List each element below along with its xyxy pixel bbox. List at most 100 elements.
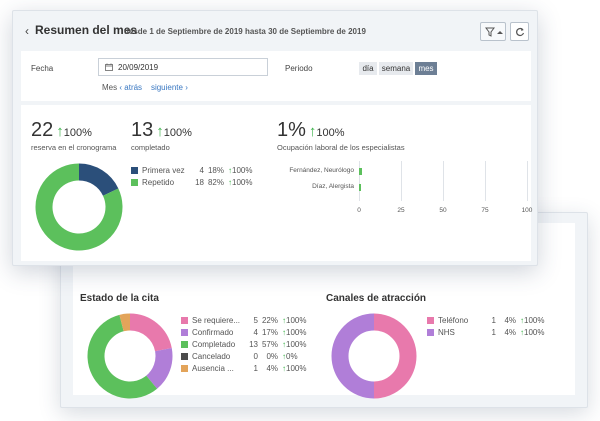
arrow-up-icon: ↑	[228, 177, 232, 187]
completado-label: completado	[131, 143, 170, 152]
canales-slice-1	[331, 313, 375, 399]
legend-label: Teléfono	[438, 315, 469, 325]
legend-count: 1	[491, 327, 496, 337]
filter-icon	[485, 27, 495, 37]
arrow-up-icon: ↑	[228, 165, 232, 175]
legend-label: Se requiere...	[192, 315, 241, 325]
chevron-left-icon[interactable]: ‹	[25, 24, 29, 38]
canales-donut	[331, 313, 417, 399]
completado-value: 13	[131, 119, 154, 141]
mes-label: Mes	[102, 83, 118, 92]
canales-title: Canales de atracción	[326, 293, 427, 304]
estado-legend-item: Ausencia ... 1 4% ↑ 100%	[181, 362, 306, 374]
legend-label: Completado	[192, 339, 236, 349]
legend-label: Confirmado	[192, 327, 234, 337]
periodo-mes[interactable]: mes	[415, 62, 437, 75]
reservas-pct: 100%	[63, 127, 92, 139]
legend-count: 13	[249, 339, 258, 349]
arrow-up-icon: ↑	[282, 327, 286, 337]
arrow-up-icon: ↑	[282, 363, 286, 373]
legend-count: 5	[253, 315, 258, 325]
reservas-legend: Primera vez 4 18% ↑ 100% Repetido 18 82% ↑ 100%	[131, 164, 252, 188]
legend-label: NHS	[438, 327, 455, 337]
x-tick-label: 75	[481, 207, 489, 214]
legend-change: 100%	[524, 327, 545, 337]
chevron-left-icon[interactable]: ‹	[119, 83, 123, 92]
color-swatch	[131, 166, 138, 174]
arrow-up-icon: ↑	[520, 327, 524, 337]
arrow-up-icon: ↑	[520, 315, 524, 325]
legend-pct: 82%	[207, 177, 224, 187]
monthly-summary-card: ‹ Resumen del mes desde 1 de Septiembre …	[12, 10, 538, 266]
legend-pct: 17%	[261, 327, 278, 337]
reservas-label: reserva en el cronograma	[31, 143, 117, 152]
color-swatch	[427, 328, 434, 336]
chevron-right-icon[interactable]: ›	[185, 83, 188, 92]
completado-metric: 13 ↑100%	[131, 119, 192, 142]
reservas-legend-item: Primera vez 4 18% ↑ 100%	[131, 164, 252, 176]
legend-count: 1	[253, 363, 258, 373]
estado-slice-0	[129, 313, 172, 352]
legend-pct: 18%	[207, 165, 224, 175]
reservas-slice-0	[78, 163, 119, 197]
occupancy-bar-chart: 0 25 50 75 100 Fernández, Neurólogo Díaz, Aler…	[277, 161, 532, 257]
siguiente-link[interactable]: siguiente	[150, 83, 183, 92]
x-tick-label: 100	[521, 207, 533, 214]
periodo-dia[interactable]: día	[359, 62, 377, 75]
canales-slice-0	[373, 313, 417, 399]
canales-legend-item: NHS 1 4% ↑ 100%	[427, 326, 544, 338]
legend-label: Primera vez	[142, 165, 185, 175]
legend-count: 4	[253, 327, 258, 337]
estado-legend-item: Se requiere... 5 22% ↑ 100%	[181, 314, 306, 326]
arrow-up-icon: ↑	[56, 123, 64, 140]
x-tick-label: 25	[397, 207, 405, 214]
color-swatch	[181, 352, 188, 360]
color-swatch	[181, 340, 188, 348]
color-swatch	[181, 364, 188, 372]
reservas-value: 22	[31, 119, 54, 141]
atras-link[interactable]: atrás	[124, 83, 143, 92]
estado-legend-item: Cancelado 0 0% ↑ 0%	[181, 350, 306, 362]
periodo-semana[interactable]: semana	[379, 62, 413, 75]
legend-pct: 4%	[266, 363, 278, 373]
x-tick-label: 0	[357, 207, 361, 214]
legend-pct: 4%	[504, 315, 516, 325]
grid-line	[443, 161, 444, 201]
occupancy-bar	[359, 168, 363, 175]
estado-slice-1	[145, 348, 173, 389]
legend-pct: 4%	[504, 327, 516, 337]
occupancy-bar	[359, 184, 361, 191]
legend-pct: 57%	[261, 339, 278, 349]
ocupacion-metric: 1% ↑100%	[277, 119, 345, 142]
date-range-subtitle: desde 1 de Septiembre de 2019 hasta 30 d…	[124, 27, 366, 36]
refresh-button[interactable]	[510, 22, 529, 41]
color-swatch	[181, 316, 188, 324]
legend-change: 100%	[232, 177, 253, 187]
reservas-legend-item: Repetido 18 82% ↑ 100%	[131, 176, 252, 188]
month-nav: Mes ‹ atrás siguiente ›	[102, 83, 188, 92]
reservas-slice-1	[35, 163, 123, 251]
legend-count: 18	[195, 177, 204, 187]
grid-line	[527, 161, 528, 201]
header: ‹ Resumen del mes desde 1 de Septiembre …	[13, 11, 537, 49]
grid-line	[485, 161, 486, 201]
refresh-icon	[516, 27, 525, 37]
caret-up-icon	[497, 31, 503, 34]
legend-change: 100%	[286, 339, 307, 349]
estado-legend-item: Confirmado 4 17% ↑ 100%	[181, 326, 306, 338]
legend-change: 100%	[286, 315, 307, 325]
arrow-up-icon: ↑	[156, 123, 164, 140]
fecha-label: Fecha	[31, 64, 54, 73]
x-tick-label: 50	[439, 207, 447, 214]
legend-label: Ausencia ...	[192, 363, 234, 373]
estado-slice-4	[119, 313, 131, 332]
bar-category-label: Fernández, Neurólogo	[289, 167, 354, 174]
filter-button[interactable]	[480, 22, 506, 41]
date-input[interactable]: 20/09/2019	[98, 58, 268, 76]
color-swatch	[427, 316, 434, 324]
color-swatch	[181, 328, 188, 336]
legend-change: 100%	[286, 327, 307, 337]
reservas-donut	[35, 163, 123, 251]
legend-label: Repetido	[142, 177, 175, 187]
reservas-metric: 22 ↑100%	[31, 119, 92, 142]
